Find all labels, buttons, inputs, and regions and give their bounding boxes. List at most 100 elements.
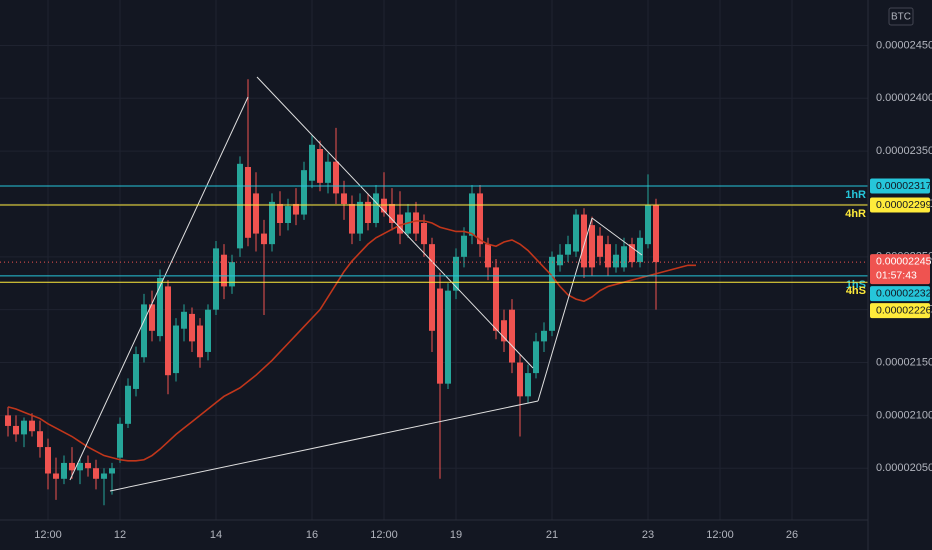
candle-body [653, 205, 659, 263]
candle-body [101, 473, 107, 479]
price-tag [870, 197, 930, 213]
candle-body [365, 201, 371, 224]
candle-body [37, 431, 43, 448]
candle-body [205, 309, 211, 352]
candle-body [421, 223, 427, 245]
candle-body [397, 214, 403, 234]
candle-body [525, 373, 531, 397]
candle-body [221, 254, 227, 287]
x-tick-label: 23 [642, 529, 654, 541]
level-name: 4hR [845, 208, 866, 220]
candle-body [189, 313, 195, 342]
candle-body [5, 415, 11, 426]
price-tag [870, 178, 930, 194]
candle-body [389, 203, 395, 224]
candle-body [581, 214, 587, 268]
candle-body [381, 198, 387, 213]
candle-body [237, 163, 243, 249]
y-tick-label: 0.00002350 [876, 145, 932, 157]
candle-body [141, 304, 147, 358]
candle-body [77, 462, 83, 471]
candle-body [109, 468, 115, 474]
candle-body [93, 468, 99, 479]
candle-body [213, 248, 219, 310]
candle-body [637, 237, 643, 263]
candle-body [629, 244, 635, 263]
x-tick-label: 12:00 [370, 529, 398, 541]
trend-line [256, 76, 534, 369]
candle-body [605, 244, 611, 268]
price-tag [870, 254, 930, 285]
candle-body [197, 325, 203, 358]
candle-body [589, 225, 595, 268]
candle-body [149, 304, 155, 331]
candle-body [469, 193, 475, 236]
candle-body [573, 214, 579, 252]
trend-line [591, 217, 643, 256]
candle-body [445, 290, 451, 384]
candle-body [645, 205, 651, 245]
price-tags: 0.00002317 0.00002299 0.00002245 01:57:43 0.… [870, 178, 932, 319]
candle-body [485, 244, 491, 268]
y-tick-label: 0.00002150 [876, 356, 932, 368]
candle-body [541, 330, 547, 342]
candle-body [493, 267, 499, 331]
candle-body [357, 201, 363, 234]
y-tick-label: 0.00002050 [876, 462, 932, 474]
candle-body [125, 385, 131, 424]
candle-body [549, 256, 555, 331]
candle-body [165, 286, 171, 376]
trend-line [69, 96, 249, 481]
price-tag [870, 286, 930, 302]
candle-body [325, 161, 331, 183]
x-tick-label: 14 [210, 529, 222, 541]
candle-body [29, 420, 35, 432]
candle-body [621, 246, 627, 268]
candle-body [509, 309, 515, 363]
trend-line [537, 217, 593, 402]
candle-body [173, 325, 179, 374]
x-tick-label: 12 [114, 529, 126, 541]
trend-drawings [69, 76, 643, 492]
candle-body [69, 462, 75, 471]
candle-body [85, 462, 91, 469]
candle-body [333, 161, 339, 194]
candle-body [301, 170, 307, 215]
candle-body [437, 288, 443, 384]
candle-body [565, 244, 571, 255]
x-tick-label: 19 [450, 529, 462, 541]
candle-body [277, 203, 283, 224]
candle-body [285, 206, 291, 224]
candle-body [13, 425, 19, 435]
candle-body [317, 149, 323, 183]
trend-line [109, 400, 539, 492]
candle-body [557, 254, 563, 266]
candle-body [533, 341, 539, 374]
candle-body [373, 193, 379, 224]
marks [5, 79, 696, 506]
x-tick-label: 21 [546, 529, 558, 541]
y-tick-label: 0.00002400 [876, 92, 932, 104]
level-name: 1hR [845, 189, 866, 201]
candle-body [349, 203, 355, 234]
x-tick-label: 12:00 [706, 529, 734, 541]
candle-body [181, 311, 187, 329]
candle-body [293, 203, 299, 215]
x-tick-label: 12:00 [34, 529, 62, 541]
candle-body [429, 244, 435, 331]
candle-body [341, 193, 347, 204]
candle-body [477, 193, 483, 245]
candle-body [133, 354, 139, 389]
price-tag-label: 0.00002226 [876, 304, 932, 316]
candle-body [45, 447, 51, 474]
candle-body [253, 193, 259, 234]
x-tick-label: 16 [306, 529, 318, 541]
y-tick-label: 0.00002100 [876, 409, 932, 421]
symbol-box [888, 7, 914, 26]
candle-body [517, 362, 523, 397]
level-name: 4hS [846, 285, 866, 297]
candle-body [501, 320, 507, 342]
candle-body [261, 233, 267, 245]
